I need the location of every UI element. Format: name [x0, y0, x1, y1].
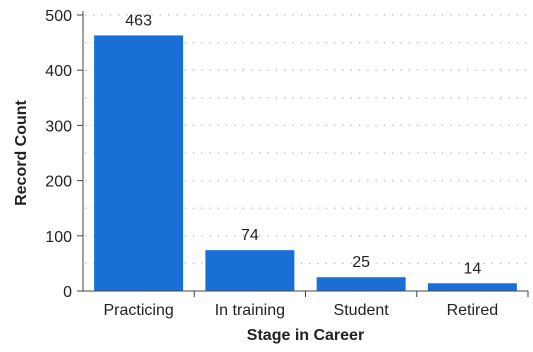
bar: [205, 250, 295, 291]
x-tick-label: Practicing: [104, 302, 174, 319]
x-ticks: Practicing In training Student Retired: [104, 291, 529, 319]
y-tick-label: 400: [45, 63, 72, 80]
data-labels: 463 74 25 14: [125, 12, 481, 277]
data-label: 74: [241, 227, 259, 244]
x-tick-label: Student: [334, 302, 390, 319]
data-label: 14: [463, 260, 481, 277]
x-tick-label: In training: [215, 302, 285, 319]
bar: [427, 283, 517, 291]
y-tick-label: 300: [45, 118, 72, 135]
data-label: 25: [352, 254, 370, 271]
y-tick-label: 200: [45, 174, 72, 191]
x-tick-label: Retired: [447, 302, 499, 319]
y-ticks: 0 100 200 300 400 500: [45, 8, 83, 301]
y-tick-label: 100: [45, 229, 72, 246]
x-axis-title: Stage in Career: [247, 327, 364, 344]
bar: [316, 277, 406, 291]
bar: [94, 35, 184, 292]
y-tick-label: 0: [63, 284, 72, 301]
bars: [94, 35, 517, 292]
data-label: 463: [125, 12, 152, 29]
y-tick-label: 500: [45, 8, 72, 25]
y-axis-title: Record Count: [13, 99, 30, 205]
